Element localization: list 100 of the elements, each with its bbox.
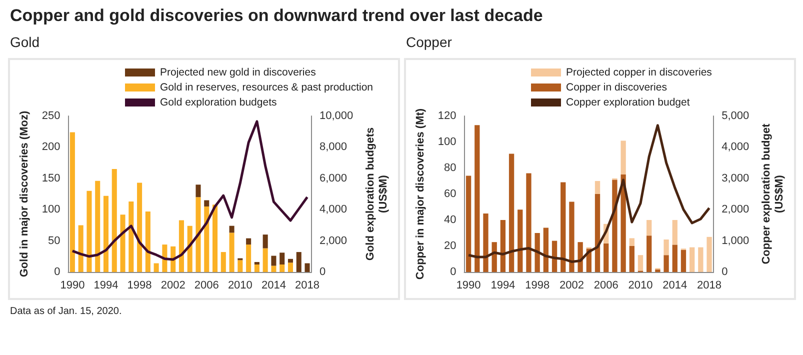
bar	[620, 140, 626, 174]
bar	[220, 252, 226, 272]
y2-tick-label: 5,000	[722, 110, 750, 122]
bar	[196, 197, 201, 272]
bar	[466, 176, 472, 272]
bar	[288, 262, 294, 272]
y2-axis-title: Copper exploration budget (US$M)	[760, 123, 786, 264]
bar	[246, 244, 252, 272]
x-tick-label: 2014	[261, 280, 286, 292]
y-tick-label: 80	[444, 162, 456, 174]
y2-tick-label: 0	[319, 266, 326, 278]
bar	[680, 250, 686, 272]
y-tick-label: 100	[438, 136, 456, 148]
bar	[112, 169, 117, 272]
x-tick-label: 2002	[559, 280, 584, 292]
x-tick-label: 2014	[662, 280, 688, 292]
bar	[280, 264, 285, 272]
bar	[86, 190, 92, 272]
bar	[128, 201, 134, 272]
bar	[526, 173, 532, 272]
bar	[655, 269, 660, 272]
y-tick-label: 40	[444, 214, 456, 226]
bar	[254, 262, 260, 265]
bar	[508, 154, 514, 272]
bar	[594, 181, 600, 194]
x-tick-label: 1994	[490, 280, 516, 292]
y-tick-label: 0	[54, 266, 60, 278]
y2-tick-label: 3,000	[722, 172, 750, 184]
bar	[483, 214, 488, 272]
x-tick-label: 1990	[60, 280, 85, 292]
line-series	[467, 124, 711, 263]
bar	[246, 238, 252, 245]
bar	[212, 204, 218, 272]
y2-tick-label: 8,000	[319, 141, 347, 154]
bar	[474, 125, 480, 272]
y-tick-label: 20	[444, 240, 456, 252]
text: Data as of Jan. 15, 2020.	[10, 305, 122, 318]
x-tick-label: 2010	[228, 280, 252, 292]
bar	[604, 243, 609, 272]
x-tick-label: 2006	[594, 280, 618, 292]
bar	[78, 225, 84, 272]
x-tick-label: 2010	[628, 280, 653, 292]
bar	[145, 211, 150, 272]
y-tick-label: 120	[438, 110, 456, 122]
x-tick-label: 2002	[160, 280, 186, 292]
bar	[594, 194, 600, 272]
y2-tick-label: 0	[722, 266, 728, 278]
bar	[70, 132, 75, 272]
bar	[103, 196, 109, 272]
y-tick-label: 200	[42, 141, 60, 154]
legend-label: Gold in reserves, resources & past production	[160, 82, 374, 94]
y-tick-label: 0	[450, 266, 456, 278]
bar	[271, 266, 276, 272]
bar	[229, 226, 234, 233]
bar	[672, 220, 678, 245]
bar	[560, 182, 566, 272]
bar	[288, 258, 294, 263]
chart-title: Copper and gold discoveries on downward trend over last decade	[10, 6, 543, 26]
bar	[569, 202, 574, 272]
bar	[280, 252, 285, 265]
bar	[304, 263, 310, 272]
y2-tick-label: 4,000	[319, 204, 347, 216]
bar	[271, 256, 276, 266]
y-tick-label: 150	[42, 172, 60, 184]
y-axis-title: Gold in major discoveries (Moz)	[18, 110, 30, 278]
bar	[638, 255, 644, 271]
x-tick-label: 2018	[295, 280, 320, 292]
legend-label: Projected copper in discoveries	[566, 66, 712, 78]
y2-axis-title: Gold exploration budgets (US$M)	[364, 127, 390, 261]
bar	[646, 236, 652, 272]
y-tick-label: 50	[48, 234, 60, 247]
bar	[262, 248, 268, 272]
y-tick-label: 100	[42, 204, 60, 216]
x-tick-label: 1990	[456, 280, 481, 292]
bar	[196, 184, 201, 198]
bar	[664, 255, 669, 272]
y2-tick-label: 6,000	[319, 172, 347, 184]
chart-subtitle: Copper	[406, 34, 452, 50]
x-tick-label: 2018	[697, 280, 722, 292]
bar	[534, 233, 540, 272]
bar	[690, 247, 695, 272]
bar	[120, 214, 126, 272]
legend-label: Copper exploration budget	[566, 96, 690, 108]
bar	[500, 220, 506, 272]
bar	[238, 260, 243, 272]
bar	[706, 236, 712, 272]
bar	[95, 180, 100, 272]
bar	[204, 200, 210, 206]
bar	[178, 220, 184, 272]
y2-tick-label: 2,000	[722, 204, 750, 216]
bar	[664, 240, 669, 256]
y-tick-label: 60	[444, 188, 456, 200]
legend-label: Gold exploration budgets	[160, 96, 277, 108]
bar	[672, 244, 678, 272]
bar	[296, 252, 302, 272]
legend-label: Projected new gold in discoveries	[160, 66, 316, 78]
y2-tick-label: 1,000	[722, 234, 750, 247]
x-tick-label: 1998	[127, 280, 152, 292]
bar	[262, 234, 268, 248]
legend-label: Copper in discoveries	[566, 82, 667, 94]
